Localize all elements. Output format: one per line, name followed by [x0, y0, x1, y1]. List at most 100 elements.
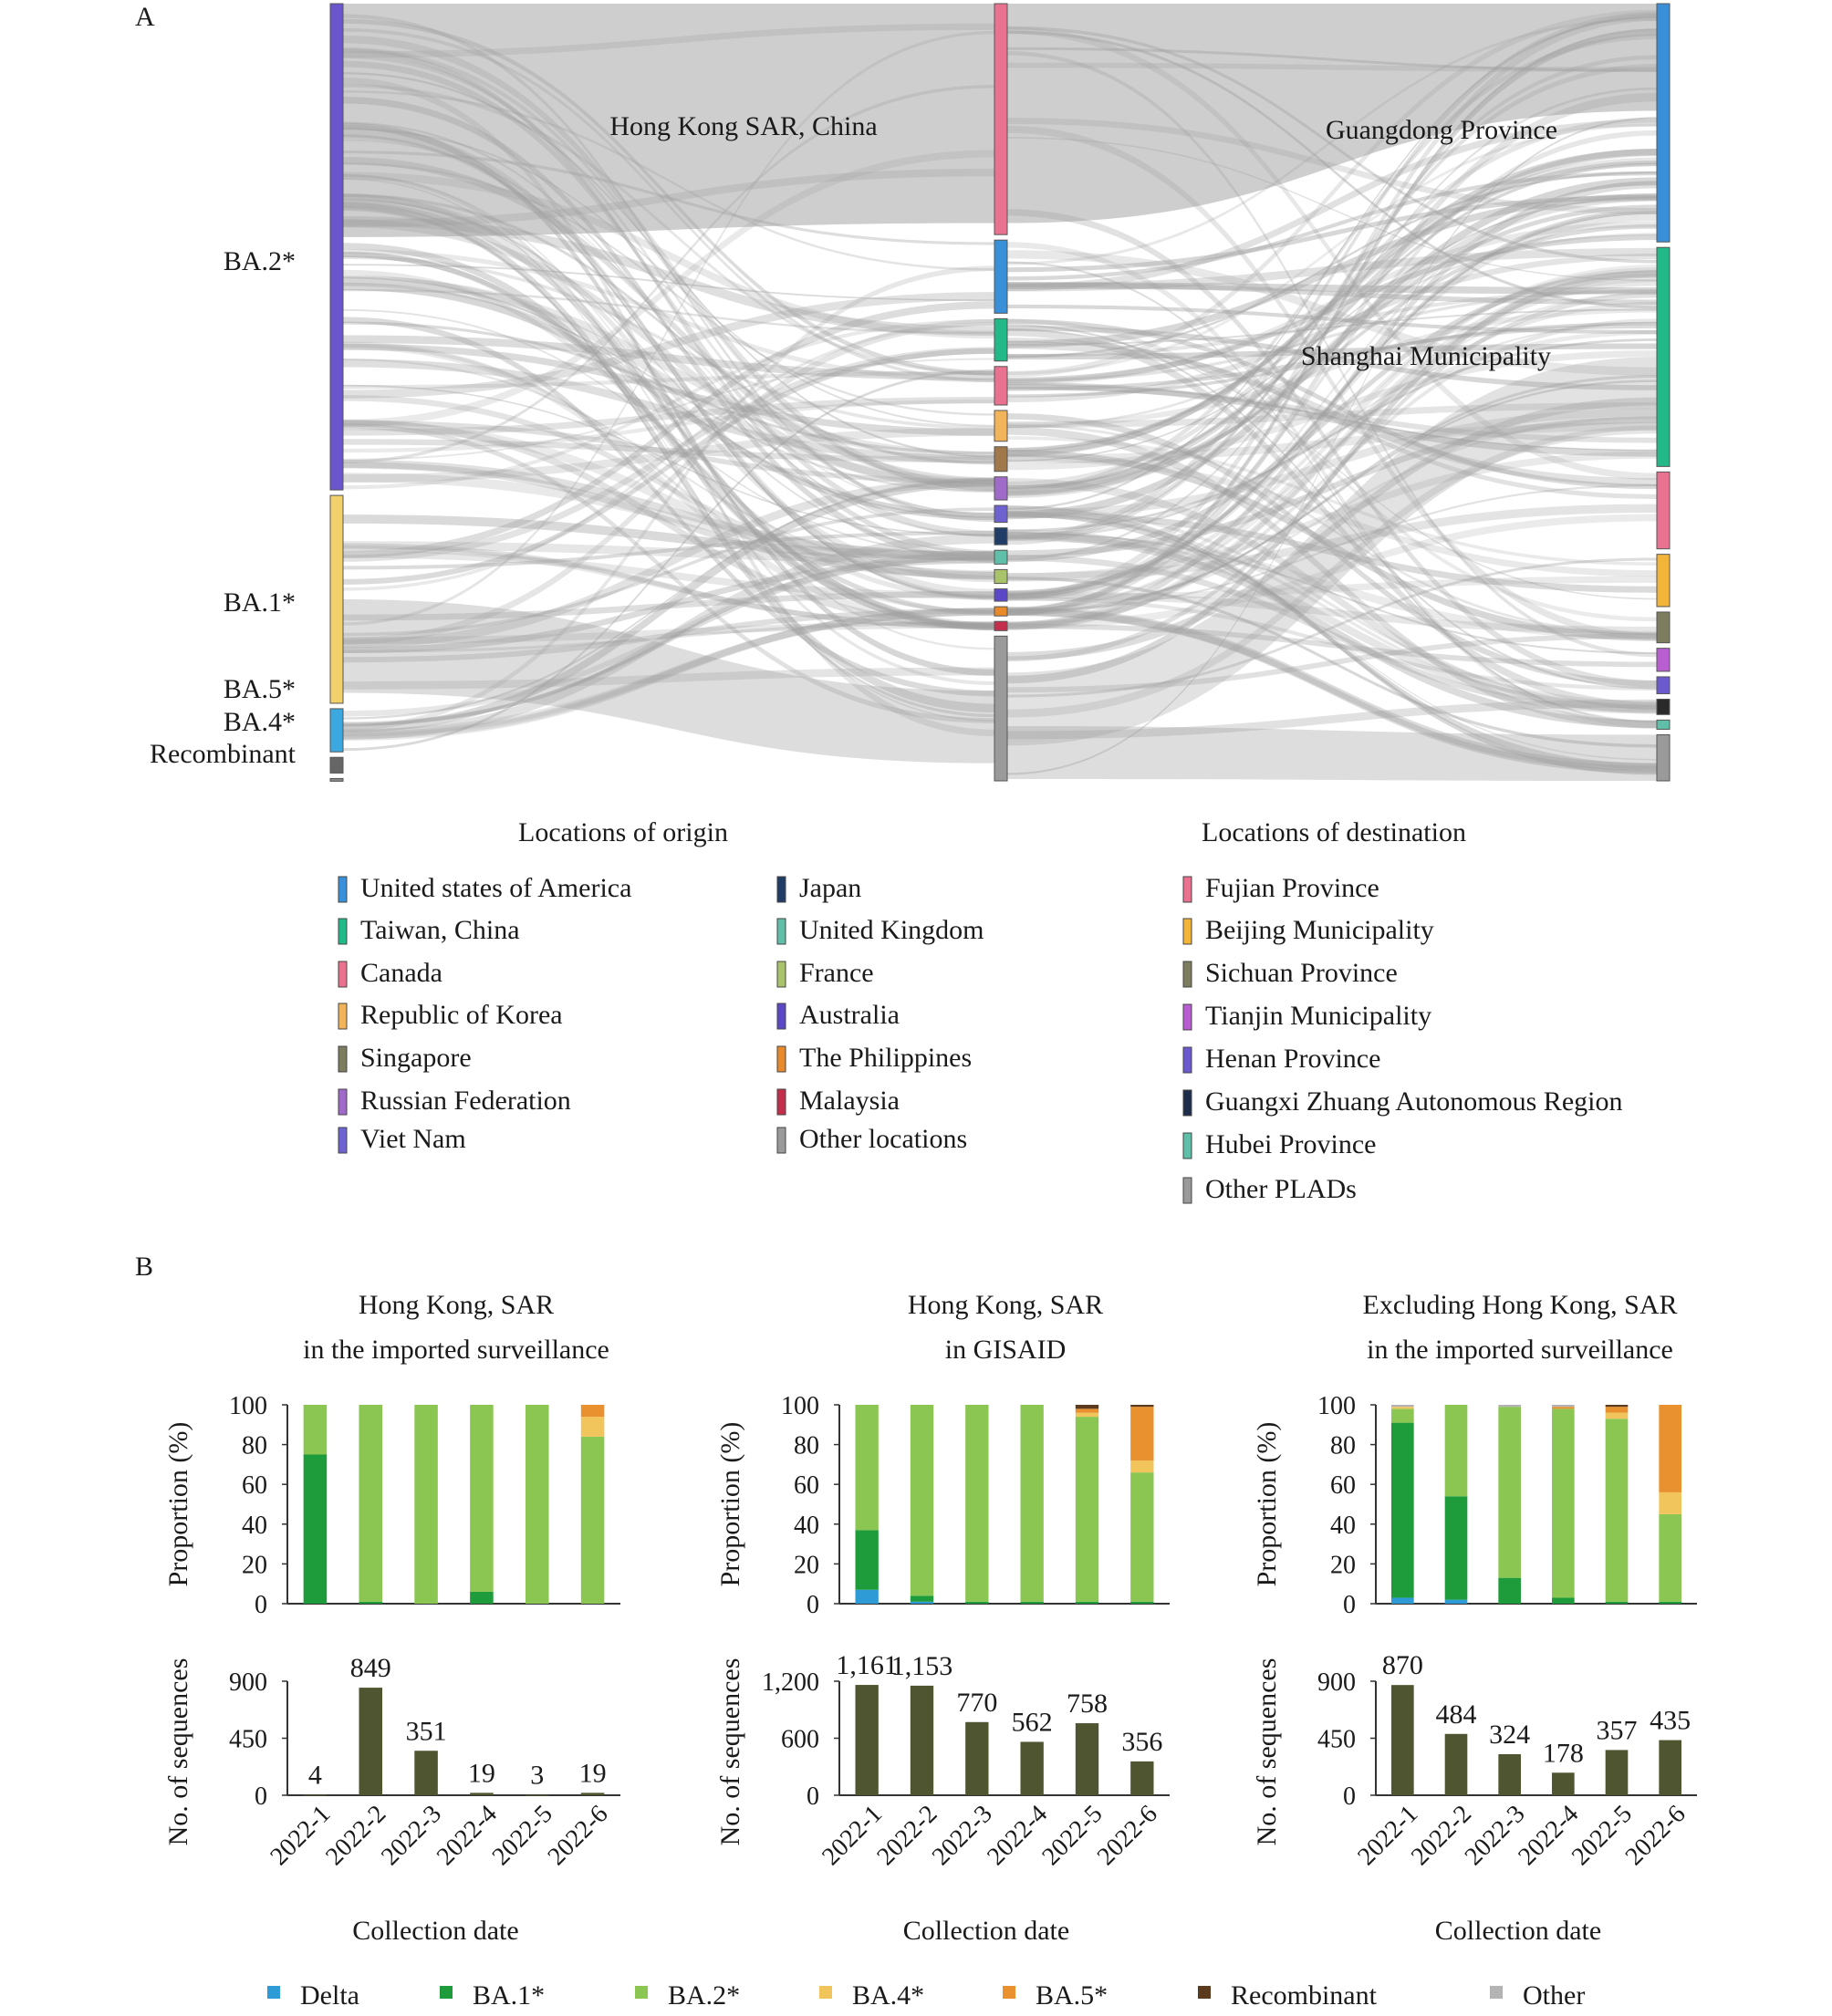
sankey-nodes	[329, 3, 1671, 782]
flow-origin	[343, 139, 994, 515]
flow-origin	[343, 608, 994, 740]
count-y-axis-label: No. of sequences	[163, 1658, 193, 1846]
flow-destination	[1007, 292, 1657, 662]
flow-destination	[1007, 125, 1657, 640]
count-bar	[910, 1685, 934, 1795]
legend-item: Henan Province	[1182, 1044, 1380, 1074]
y-axis-label: Proportion (%)	[163, 1422, 193, 1587]
chart-title: Hong Kong, SAR	[359, 1290, 554, 1320]
stacked-bar-ba4	[1075, 1412, 1099, 1418]
flow-origin	[343, 178, 994, 722]
flow-origin	[343, 543, 994, 629]
y-axis-label: Proportion (%)	[715, 1422, 745, 1587]
legend-label: Sichuan Province	[1205, 958, 1398, 988]
flow-origin	[343, 128, 994, 427]
flow-origin	[343, 252, 994, 616]
x-axis-label: Collection date	[352, 1916, 518, 1946]
variant-legend-item: Delta	[267, 1980, 359, 2011]
x-tick-label: 2022-6	[1620, 1800, 1691, 1871]
flow-destination	[1007, 513, 1657, 709]
legend-label: Australia	[799, 1000, 900, 1030]
flow-destination	[1007, 234, 1657, 383]
flow-destination	[1007, 699, 1657, 740]
legend-swatch	[1182, 1003, 1192, 1031]
panel-b-chart-1: Hong Kong, SAR in the imported surveillan…	[163, 1290, 620, 1946]
panel-a-label: A	[135, 2, 155, 32]
flow-origin	[343, 541, 994, 564]
origin-node	[994, 568, 1008, 585]
variant-legend-label: BA.1*	[473, 1980, 545, 2011]
flow-destination	[1007, 416, 1657, 557]
legend-item: Tianjin Municipality	[1182, 1001, 1431, 1031]
origin-node	[994, 410, 1008, 442]
flow-origin	[343, 47, 994, 492]
y-tick-label: 0	[255, 1591, 267, 1619]
count-bar	[1605, 1750, 1629, 1795]
flow-destination	[1007, 324, 1657, 391]
count-data-label: 484	[1436, 1699, 1477, 1730]
flow-origin	[343, 341, 994, 631]
variant-legend-label: BA.2*	[668, 1980, 740, 2011]
legend-item: Japan	[776, 873, 861, 903]
legend-swatch	[776, 1088, 786, 1116]
flow-origin	[343, 162, 994, 416]
flow-origin	[343, 479, 994, 720]
flow-destination	[1007, 192, 1657, 498]
flow-origin	[343, 54, 994, 519]
flow-destination	[1007, 26, 1657, 264]
count-bar	[1075, 1723, 1099, 1795]
flow-origin	[343, 156, 994, 485]
flow-destination	[1007, 397, 1657, 660]
lineage-node	[329, 708, 344, 753]
x-tick-label: 2022-6	[1092, 1800, 1163, 1871]
flow-destination	[1007, 282, 1657, 295]
flow-origin	[343, 193, 994, 583]
variant-legend-item: Other	[1490, 1980, 1585, 2011]
legend-item: Canada	[338, 958, 442, 988]
flow-origin	[343, 201, 994, 629]
lineage-label: BA.5*	[224, 674, 296, 704]
flow-origin	[343, 30, 994, 626]
chart-title: Hong Kong, SAR	[908, 1290, 1103, 1320]
count-data-label: 1,153	[891, 1651, 953, 1681]
flow-destination	[1007, 436, 1657, 566]
flow-origin	[343, 84, 994, 376]
stacked-bar-ba1	[1444, 1496, 1468, 1600]
lineage-label: BA.4*	[224, 707, 296, 737]
stacked-bar-ba5	[1605, 1407, 1629, 1413]
flow-destination	[1007, 338, 1657, 499]
lineage-label: Recombinant	[150, 739, 297, 769]
flow-origin	[343, 478, 994, 733]
flow-destination	[1007, 193, 1657, 348]
legend-item: The Philippines	[776, 1043, 972, 1073]
flow-origin	[343, 168, 994, 228]
legend-swatch	[338, 876, 348, 903]
count-data-label: 19	[579, 1758, 607, 1788]
flow-origin	[343, 264, 994, 302]
flow-origin	[343, 275, 994, 487]
flow-origin	[343, 292, 994, 399]
flow-destination	[1007, 301, 1657, 600]
stacked-bar-ba1	[470, 1591, 494, 1604]
flow-origin	[343, 473, 994, 561]
flow-origin	[343, 60, 994, 537]
flow-origin	[343, 421, 994, 580]
stacked-bar-other	[1552, 1405, 1575, 1408]
stacked-bar-ba1	[1391, 1422, 1414, 1598]
flow-destination	[1007, 633, 1657, 693]
sankey-flows	[343, 4, 1657, 781]
count-bar	[580, 1793, 605, 1795]
variant-legend-label: BA.5*	[1036, 1980, 1108, 2011]
stacked-bar-ba2	[303, 1405, 328, 1455]
flow-destination	[1007, 514, 1657, 629]
stacked-bar-ba2	[1020, 1405, 1044, 1602]
flow-origin	[343, 439, 994, 463]
legend-swatch	[776, 1127, 786, 1154]
variant-legend-swatch	[1198, 1986, 1211, 1999]
flow-origin	[343, 122, 994, 676]
flow-destination	[1007, 209, 1657, 688]
flow-origin	[343, 590, 994, 621]
flow-destination	[1007, 318, 1657, 628]
flow-origin	[343, 608, 994, 663]
flow-destination	[1007, 28, 1657, 614]
